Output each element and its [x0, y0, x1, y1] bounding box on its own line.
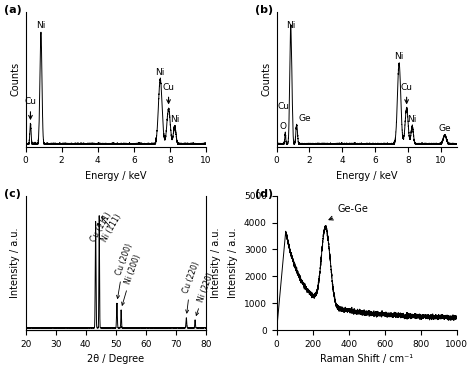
Text: Cu (111): Cu (111): [89, 211, 113, 244]
Text: Ge: Ge: [438, 124, 451, 133]
X-axis label: Raman Shift / cm⁻¹: Raman Shift / cm⁻¹: [320, 354, 413, 364]
Text: Cu: Cu: [25, 97, 36, 119]
Y-axis label: Counts: Counts: [10, 62, 20, 96]
Text: Cu (220): Cu (220): [181, 260, 201, 313]
Text: Ni: Ni: [155, 68, 165, 77]
Text: Cu (200): Cu (200): [114, 242, 134, 299]
Text: Ge: Ge: [299, 114, 311, 123]
Text: O: O: [280, 122, 287, 131]
Text: Ni (111): Ni (111): [100, 213, 123, 244]
X-axis label: Energy / keV: Energy / keV: [336, 171, 398, 181]
Text: Ni (220): Ni (220): [196, 271, 215, 316]
Text: Ni: Ni: [408, 115, 417, 124]
Text: (d): (d): [255, 189, 273, 199]
Y-axis label: Intensity / a.u.: Intensity / a.u.: [10, 228, 20, 298]
Text: Ni: Ni: [170, 115, 179, 124]
X-axis label: 2θ / Degree: 2θ / Degree: [87, 354, 144, 364]
Text: Cu: Cu: [401, 83, 413, 103]
Y-axis label: Counts: Counts: [261, 62, 271, 96]
Text: Ni: Ni: [36, 21, 46, 30]
Text: Ni: Ni: [286, 21, 295, 30]
Text: Ni: Ni: [394, 53, 404, 61]
Text: Cu: Cu: [163, 83, 174, 103]
X-axis label: Energy / keV: Energy / keV: [85, 171, 146, 181]
Text: (a): (a): [4, 5, 22, 15]
Text: Ge-Ge: Ge-Ge: [329, 205, 369, 220]
Text: Cu: Cu: [278, 102, 290, 111]
Text: Ni (200): Ni (200): [122, 253, 142, 305]
Text: (b): (b): [255, 5, 273, 15]
Y-axis label: Intensity / a.u.: Intensity / a.u.: [211, 228, 221, 298]
Y-axis label: Intensity / a.u.: Intensity / a.u.: [228, 228, 238, 298]
Text: (c): (c): [4, 189, 21, 199]
